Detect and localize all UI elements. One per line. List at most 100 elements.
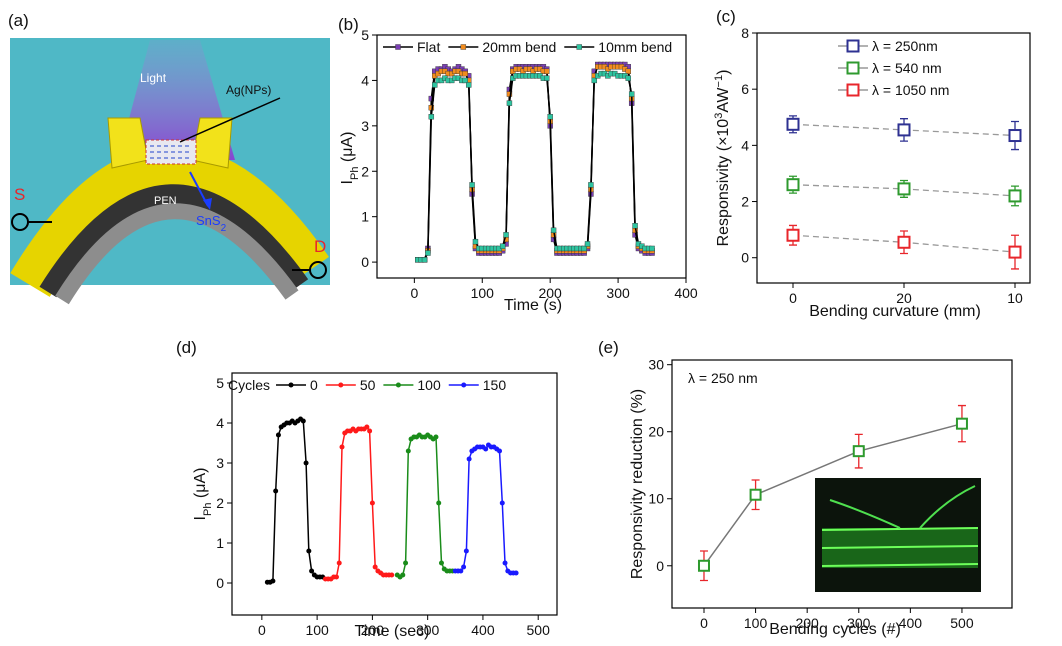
label-particles: Ag(NPs) (226, 83, 271, 97)
marker (544, 68, 550, 75)
marker (309, 568, 315, 574)
plot-frame (231, 372, 558, 616)
series-line (325, 425, 392, 580)
marker (506, 91, 513, 97)
marker (400, 572, 406, 578)
marker (461, 564, 467, 570)
marker (547, 114, 553, 120)
label-subscript: 2 (221, 223, 227, 234)
x-tick-label: 300 (606, 285, 630, 301)
annotation: λ = 250 nm (688, 370, 758, 386)
legend-label: 150 (483, 377, 507, 393)
marker (1008, 245, 1022, 259)
label-light: Light (140, 71, 167, 85)
marker (336, 560, 342, 566)
x-tick-label: 0 (789, 290, 797, 306)
marker (333, 574, 339, 580)
marker (403, 560, 409, 566)
marker (625, 68, 631, 75)
marker (465, 82, 472, 88)
x-tick-label: 200 (361, 622, 385, 638)
schematic: (a) Light Ag(NPs) PEN SnS2 S D (8, 11, 330, 305)
legend-marker (846, 61, 860, 75)
x-tick-label: 400 (471, 622, 495, 638)
label-part: ) (715, 70, 732, 75)
marker (1008, 129, 1022, 143)
label-part: Responsivity (×10 (715, 119, 732, 247)
marker (421, 257, 428, 263)
legend-label: 10mm bend (598, 39, 672, 55)
label-part: I (339, 180, 356, 184)
marker (625, 75, 631, 81)
marker (483, 446, 489, 452)
panel-label: (d) (176, 338, 197, 357)
marker (469, 182, 475, 188)
marker (389, 572, 395, 578)
marker (955, 417, 968, 430)
y-axis-label: IPh (μA) (192, 468, 214, 521)
x-tick-label: 0 (410, 285, 418, 301)
marker (550, 227, 557, 234)
plot-frame (671, 359, 1013, 609)
substrate-dark (39, 184, 309, 298)
legend-marker (461, 382, 467, 388)
legend-marker (395, 382, 401, 388)
marker (584, 241, 591, 247)
marker (405, 448, 411, 454)
marker (499, 243, 506, 249)
legend-title: Cycles (228, 377, 270, 393)
chart-panel: (c) Bending curvature (mm) 0 2 4 6 8 0 20 10 λ = 2… (716, 7, 1031, 320)
marker (649, 245, 655, 252)
label-part: −1 (713, 75, 725, 88)
x-tick-label: 100 (305, 622, 329, 638)
label-source: S (14, 185, 25, 204)
marker (438, 560, 444, 566)
legend-label: Flat (417, 39, 440, 55)
x-tick-label: 300 (847, 615, 871, 631)
y-tick-label: 4 (216, 415, 224, 431)
marker (581, 245, 587, 252)
y-tick-label: 6 (741, 81, 749, 97)
x-tick-label: 20 (896, 290, 912, 306)
marker (466, 456, 472, 462)
y-tick-label: 20 (648, 424, 664, 440)
marker (472, 238, 479, 245)
marker (497, 448, 503, 454)
marker (462, 70, 468, 77)
panel-label: (e) (598, 338, 619, 357)
y-tick-label: 3 (361, 118, 369, 134)
legend-label: λ = 250nm (872, 38, 938, 54)
marker (513, 570, 519, 576)
series-line (267, 418, 323, 583)
series-line (396, 434, 453, 578)
y-axis-label: Responsivity reduction (%) (629, 389, 646, 579)
legend-label: 20mm bend (482, 39, 556, 55)
y-tick-label: 0 (216, 575, 224, 591)
legend-label: λ = 1050 nm (872, 82, 949, 98)
y-tick-label: 5 (361, 27, 369, 43)
marker (428, 114, 435, 120)
x-axis-label: Bending cycles (#) (769, 621, 901, 638)
marker (462, 77, 468, 84)
marker (503, 232, 509, 238)
legend-marker (576, 44, 582, 50)
y-tick-label: 0 (656, 558, 664, 574)
y-tick-label: 1 (361, 209, 369, 225)
panel-label: (b) (338, 15, 359, 34)
marker (275, 432, 281, 438)
series-line (703, 422, 963, 567)
x-axis-label: Bending curvature (mm) (809, 303, 981, 320)
marker (897, 235, 911, 249)
panel-label: (c) (716, 7, 736, 26)
x-tick-label: 10 (1007, 290, 1023, 306)
marker (591, 77, 598, 84)
marker (273, 488, 279, 494)
y-axis-label: Responsivity (×103AW−1) (713, 70, 732, 247)
photo-feature (829, 485, 976, 529)
label-part: Responsivity reduction (%) (629, 389, 646, 579)
marker (632, 223, 638, 229)
x-tick-label: 100 (471, 285, 495, 301)
legend-label: 0 (310, 377, 318, 393)
